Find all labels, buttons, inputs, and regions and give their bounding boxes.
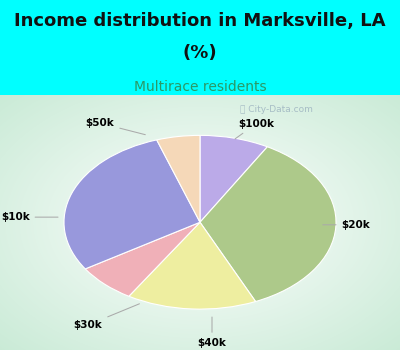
Text: ⓘ City-Data.com: ⓘ City-Data.com xyxy=(240,105,313,114)
Text: Income distribution in Marksville, LA: Income distribution in Marksville, LA xyxy=(14,12,386,30)
Wedge shape xyxy=(85,222,200,296)
Text: (%): (%) xyxy=(183,44,217,62)
Text: $40k: $40k xyxy=(198,317,226,348)
Wedge shape xyxy=(200,135,267,222)
Wedge shape xyxy=(64,140,200,269)
Text: Multirace residents: Multirace residents xyxy=(134,80,266,94)
Wedge shape xyxy=(129,222,256,309)
Text: $100k: $100k xyxy=(235,119,274,139)
Text: $10k: $10k xyxy=(1,212,58,222)
Wedge shape xyxy=(157,135,200,222)
Text: $20k: $20k xyxy=(323,220,370,230)
Text: $50k: $50k xyxy=(86,118,145,135)
Text: $30k: $30k xyxy=(74,304,140,330)
Wedge shape xyxy=(200,147,336,302)
